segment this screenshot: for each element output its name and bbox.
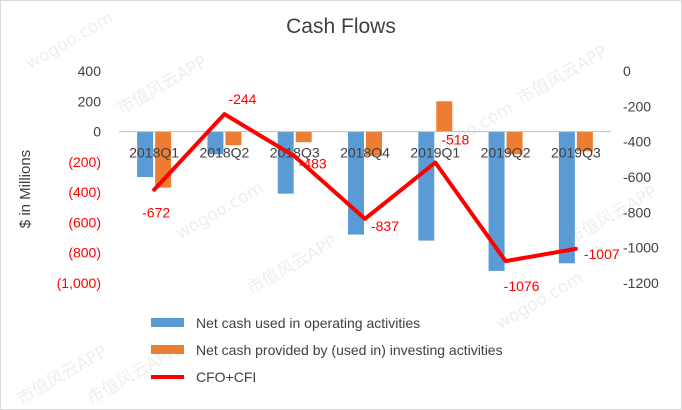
chart-title: Cash Flows: [286, 15, 396, 38]
legend-label-operating: Net cash used in operating activities: [196, 314, 421, 331]
x-tick-label: 2019Q3: [551, 145, 601, 161]
bar-operating: [418, 131, 435, 241]
x-tick-label: 2018Q1: [129, 145, 179, 161]
y-right-tick-label: -200: [623, 98, 651, 114]
data-label-cfo-cfi: -518: [441, 132, 469, 148]
bar-investing: [436, 101, 453, 132]
legend-item-operating: Net cash used in operating activities: [151, 309, 503, 336]
legend-item-cfo-cfi: CFO+CFI: [151, 363, 503, 390]
legend-label-cfo-cfi: CFO+CFI: [196, 368, 257, 385]
bar-investing: [576, 131, 593, 152]
y-right-tick-label: -800: [623, 204, 651, 220]
x-tick-label: 2018Q4: [340, 145, 390, 161]
data-label-cfo-cfi: -1076: [504, 278, 540, 294]
data-label-cfo-cfi: -244: [228, 91, 256, 107]
y-left-tick-label: (200): [68, 154, 101, 170]
bar-investing: [366, 131, 382, 156]
data-label-cfo-cfi: -672: [142, 205, 170, 221]
bar-operating: [558, 131, 575, 264]
y-right-tick-label: -400: [623, 134, 651, 150]
y-left-tick-label: (800): [68, 245, 101, 261]
bar-operating: [207, 131, 224, 155]
legend-item-investing: Net cash provided by (used in) investing…: [151, 336, 503, 363]
bar-investing: [506, 131, 523, 155]
data-label-cfo-cfi: -483: [299, 155, 327, 171]
y-left-tick-label: 200: [78, 93, 102, 109]
data-label-cfo-cfi: -1007: [584, 246, 620, 262]
bar-operating: [488, 131, 505, 271]
y-left-tick-label: 400: [78, 63, 102, 79]
legend-swatch-cfo-cfi: [151, 374, 184, 379]
y-left-tick-label: 0: [93, 124, 101, 140]
y-right-tick-label: 0: [623, 63, 631, 79]
legend-label-investing: Net cash provided by (used in) investing…: [196, 341, 503, 358]
y-left-tick-label: (1,000): [57, 275, 101, 291]
bar-operating: [137, 131, 154, 177]
y-left-tick-label: (600): [68, 214, 101, 230]
x-tick-label: 2019Q2: [481, 145, 531, 161]
x-tick-label: 2019Q1: [410, 145, 460, 161]
legend: Net cash used in operating activities Ne…: [151, 309, 503, 390]
bar-operating: [277, 131, 294, 194]
y-right-tick-label: -600: [623, 169, 651, 185]
line-cfo-cfi: [152, 112, 578, 264]
y-left-tick-label: (400): [68, 184, 101, 200]
data-label-cfo-cfi: -837: [371, 218, 399, 234]
legend-swatch-investing: [151, 345, 184, 354]
y-right-tick-label: -1200: [623, 275, 659, 291]
y-right-tick-label: -1000: [623, 240, 659, 256]
x-tick-label: 2018Q2: [200, 145, 250, 161]
legend-swatch-operating: [151, 318, 184, 327]
bar-investing: [295, 131, 312, 143]
bar-investing: [225, 131, 242, 146]
